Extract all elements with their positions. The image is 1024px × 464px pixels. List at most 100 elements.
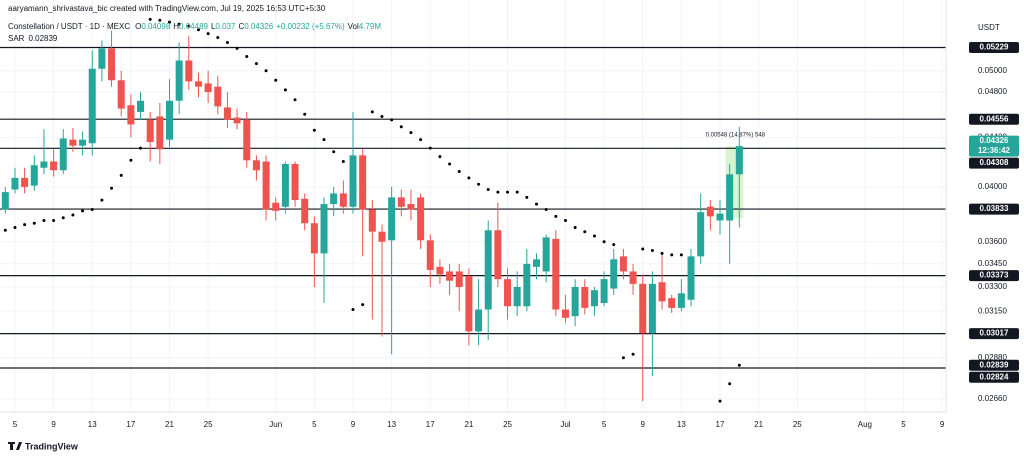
candle-body [735, 146, 743, 175]
credit: aaryamann_shrivastava_bic created with T… [8, 4, 326, 13]
candle-body [146, 119, 154, 143]
sar-dot [506, 190, 510, 194]
candle-body [40, 161, 48, 168]
y-tick-label: 0.03300 [978, 282, 1007, 291]
x-tick-label: Jul [560, 420, 570, 429]
sar-dot [612, 243, 616, 247]
sar-dot [631, 352, 635, 356]
candle-body [252, 160, 260, 171]
candle-body [561, 309, 569, 318]
candle-body [301, 198, 309, 224]
candle-body [108, 48, 116, 81]
ohlc-label: C [238, 22, 244, 31]
sar-dot [90, 207, 94, 211]
candle-body [697, 212, 705, 257]
candle-body [658, 282, 666, 302]
sar-dot [641, 247, 645, 251]
level-label [969, 371, 1019, 383]
y-tick-label: 0.03600 [978, 237, 1007, 246]
sar-dot [206, 32, 210, 36]
level-label-text: 0.04308 [980, 158, 1009, 167]
sar-dot [119, 173, 123, 177]
candle-body [552, 238, 560, 310]
sar-dot [380, 114, 384, 118]
candle-body [359, 155, 367, 210]
sar-dot [737, 363, 741, 367]
x-tick-label: 5 [312, 420, 317, 429]
watermark: TradingView [8, 441, 79, 451]
y-tick-label: 0.04000 [978, 182, 1007, 191]
sar-dot [322, 138, 326, 142]
sar-dot [467, 176, 471, 180]
x-tick-label: 13 [387, 420, 396, 429]
sar-dot [61, 216, 65, 220]
candle-body [165, 100, 173, 140]
sar-value: 0.02839 [28, 34, 57, 43]
sar-dot [254, 62, 258, 66]
candle-body [69, 139, 77, 146]
sar-dot [448, 162, 452, 166]
sar-dot [332, 150, 336, 154]
sar-dot [544, 207, 548, 211]
sar-dot [167, 20, 171, 24]
candle-body [475, 309, 483, 332]
candle-body [349, 155, 357, 207]
candle-body [417, 197, 425, 241]
sar-dot [583, 230, 587, 234]
y-tick-label: 0.05000 [978, 66, 1007, 75]
candle-body [310, 223, 318, 254]
candle-body [484, 230, 492, 310]
candle-body [339, 193, 347, 207]
sar-dot [177, 22, 181, 26]
candle-body [50, 161, 58, 171]
candle-body [233, 117, 241, 124]
sar-dot [13, 225, 17, 229]
candle-body [175, 60, 183, 101]
level-label [969, 203, 1019, 215]
candle-body [137, 100, 145, 112]
candle-body [600, 279, 608, 303]
sar-dot [225, 40, 229, 44]
y-tick-label: 0.04800 [978, 87, 1007, 96]
candle-body [581, 286, 589, 308]
candle-body [243, 119, 251, 161]
sar-dot [187, 24, 191, 28]
sar-dot [438, 155, 442, 159]
sar-dot [129, 158, 133, 162]
sar-dot [370, 110, 374, 114]
candle-body [619, 256, 627, 272]
symbol-title: Constellation / USDT · 1D · MEXC [8, 22, 130, 31]
sar-dot [728, 382, 732, 386]
x-tick-label: 9 [641, 420, 646, 429]
sar-dot [554, 214, 558, 218]
candle-body [21, 177, 29, 187]
candle-body [629, 271, 637, 284]
candle-body [436, 266, 444, 275]
y-tick-label: 0.02660 [978, 394, 1007, 403]
candle-body [426, 240, 434, 270]
candle-body [330, 193, 338, 205]
logo [8, 442, 22, 450]
sar-dot [718, 399, 722, 403]
change: +0.00232 (+5.67%) [276, 22, 345, 31]
candle-body [11, 177, 19, 190]
measure-label: 0.00548 (14.87%) 548 [706, 133, 766, 139]
level-label-text: 0.04556 [980, 114, 1009, 123]
sar-dot [158, 18, 162, 22]
sar-dot [312, 128, 316, 132]
sar-dot [3, 228, 7, 232]
sar-dot [81, 209, 85, 213]
candle-body [716, 213, 724, 221]
sar-dot [283, 88, 287, 92]
candle-body [281, 163, 289, 207]
x-tick-label: 9 [351, 420, 356, 429]
level-label [969, 113, 1019, 125]
x-tick-label: 5 [901, 420, 906, 429]
volume-label: Vol [348, 22, 359, 31]
candle-body [513, 286, 521, 307]
candle-body [185, 60, 193, 82]
price-badge-text: 12:36:42 [978, 146, 1011, 155]
sar-dot [361, 303, 365, 307]
